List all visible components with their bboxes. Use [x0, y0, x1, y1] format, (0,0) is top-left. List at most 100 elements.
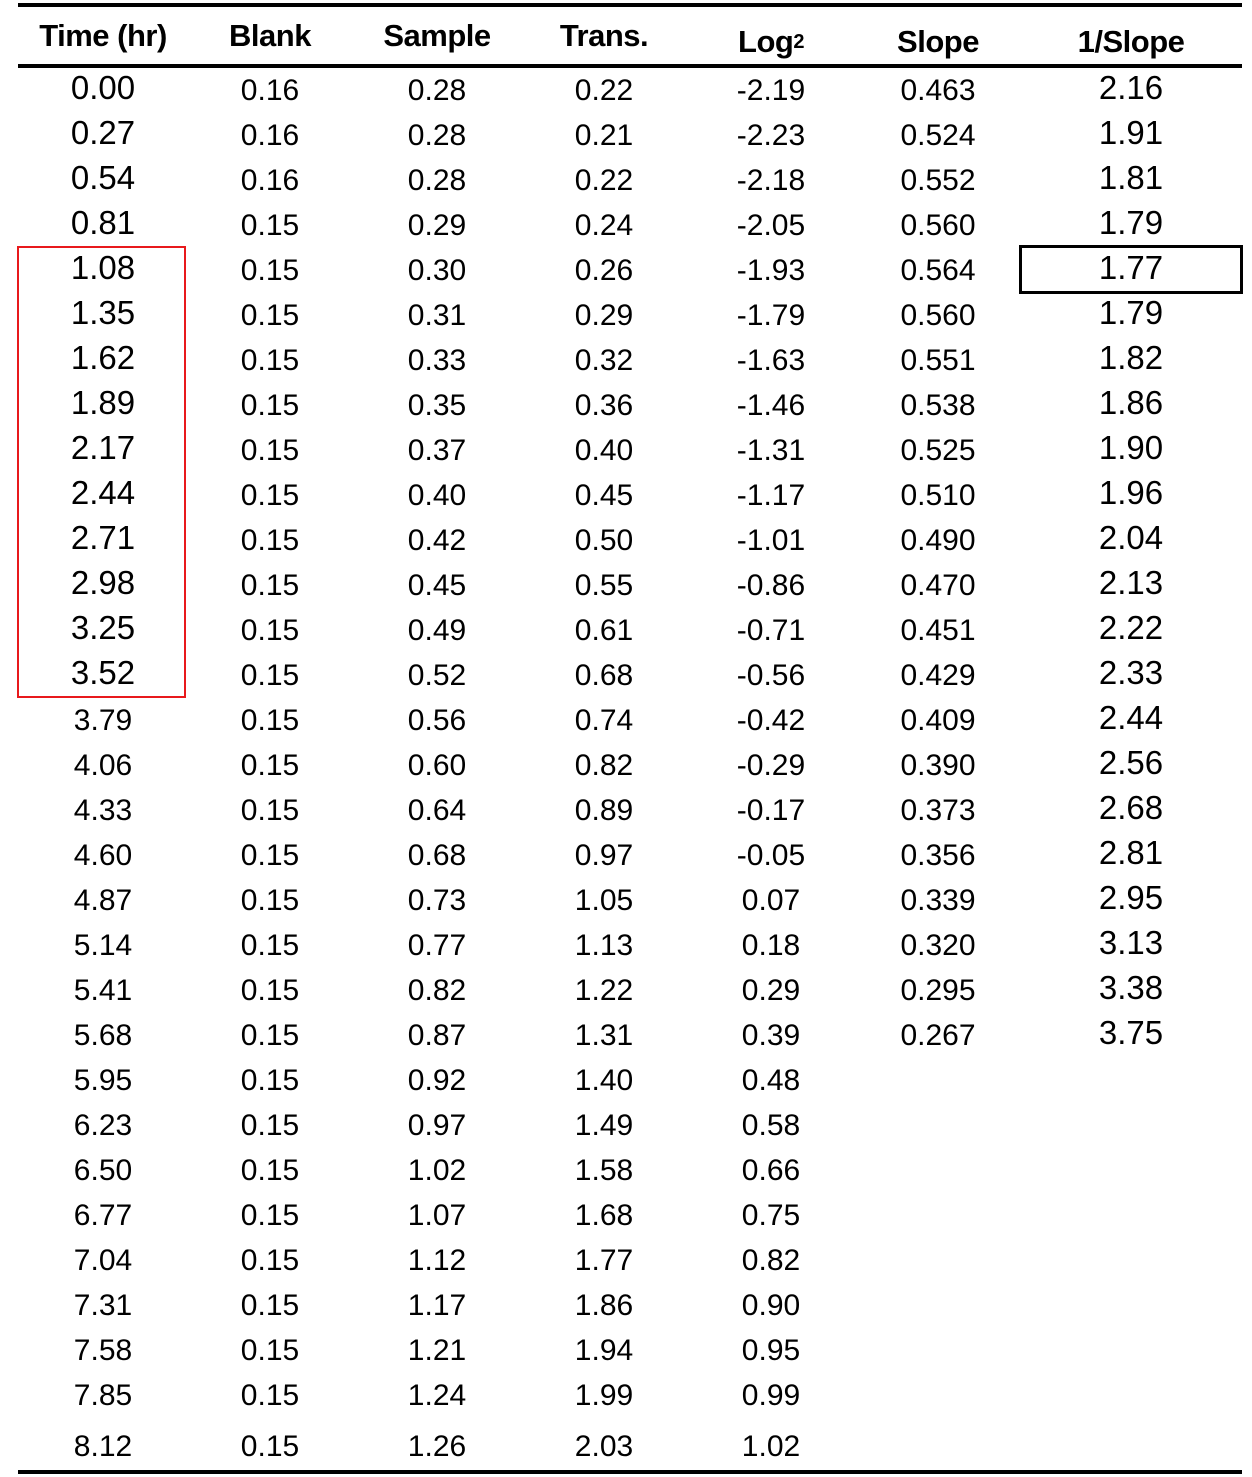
cell-slope — [863, 1148, 1013, 1193]
cell-log2: 0.07 — [741, 884, 801, 917]
cell-inverse-slope: 3.75 — [1098, 1014, 1164, 1051]
header-time: Time (hr) — [18, 10, 188, 62]
cell-inverse-slope: 1.90 — [1098, 429, 1164, 466]
cell-log2: -1.17 — [736, 479, 806, 512]
cell-blank: 0.15 — [240, 569, 300, 602]
cell-sample: 0.87 — [407, 1019, 467, 1052]
cell-log2: -1.31 — [736, 434, 806, 467]
cell-slope — [863, 1373, 1013, 1418]
cell-inverse-slope: 2.16 — [1098, 69, 1164, 106]
cell-slope — [863, 1328, 1013, 1373]
cell-time: 3.52 — [70, 654, 136, 691]
cell-blank: 0.15 — [240, 1154, 300, 1187]
cell-slope: 0.409 — [900, 704, 976, 737]
cell-blank: 0.15 — [240, 929, 300, 962]
header-log2: Log 2 — [696, 16, 846, 68]
cell-slope — [863, 1238, 1013, 1283]
cell-time: 1.35 — [70, 294, 136, 331]
cell-trans: 0.74 — [574, 704, 634, 737]
cell-blank: 0.15 — [240, 344, 300, 377]
cell-trans: 2.03 — [574, 1430, 634, 1463]
cell-inverse-slope — [1036, 1424, 1226, 1469]
cell-sample: 0.28 — [407, 164, 467, 197]
cell-time: 5.68 — [73, 1019, 133, 1052]
cell-trans: 0.61 — [574, 614, 634, 647]
cell-time: 6.23 — [73, 1109, 133, 1142]
cell-inverse-slope — [1036, 1058, 1226, 1103]
cell-time: 8.12 — [73, 1430, 133, 1463]
cell-inverse-slope: 2.44 — [1098, 699, 1164, 736]
header-rule — [18, 64, 1242, 68]
cell-sample: 0.92 — [407, 1064, 467, 1097]
cell-inverse-slope: 2.22 — [1098, 609, 1164, 646]
cell-slope: 0.390 — [900, 749, 976, 782]
cell-log2: -0.56 — [736, 659, 806, 692]
cell-slope: 0.320 — [900, 929, 976, 962]
cell-sample: 1.02 — [407, 1154, 467, 1187]
cell-blank: 0.15 — [240, 974, 300, 1007]
cell-sample: 0.97 — [407, 1109, 467, 1142]
cell-blank: 0.15 — [240, 1379, 300, 1412]
cell-blank: 0.15 — [240, 389, 300, 422]
cell-log2: -0.71 — [736, 614, 806, 647]
cell-slope: 0.560 — [900, 209, 976, 242]
cell-time: 5.41 — [73, 974, 133, 1007]
header-sample: Sample — [362, 10, 512, 62]
cell-inverse-slope: 2.68 — [1098, 789, 1164, 826]
cell-inverse-slope — [1036, 1373, 1226, 1418]
cell-inverse-slope: 1.79 — [1098, 294, 1164, 331]
cell-sample: 0.49 — [407, 614, 467, 647]
header-label: Slope — [897, 24, 979, 59]
cell-slope: 0.564 — [900, 254, 976, 287]
cell-time: 1.89 — [70, 384, 136, 421]
cell-blank: 0.15 — [240, 1109, 300, 1142]
cell-time: 2.98 — [70, 564, 136, 601]
cell-slope — [863, 1424, 1013, 1469]
cell-time: 5.14 — [73, 929, 133, 962]
cell-inverse-slope — [1036, 1148, 1226, 1193]
cell-log2: -2.18 — [736, 164, 806, 197]
header-trans: Trans. — [529, 10, 679, 62]
cell-sample: 1.21 — [407, 1334, 467, 1367]
cell-blank: 0.15 — [240, 479, 300, 512]
cell-slope: 0.560 — [900, 299, 976, 332]
cell-log2: 0.48 — [741, 1064, 801, 1097]
cell-sample: 0.28 — [407, 119, 467, 152]
cell-blank: 0.15 — [240, 1244, 300, 1277]
cell-time: 7.85 — [73, 1379, 133, 1412]
cell-slope: 0.552 — [900, 164, 976, 197]
cell-sample: 1.12 — [407, 1244, 467, 1277]
cell-log2: 0.58 — [741, 1109, 801, 1142]
cell-sample: 0.42 — [407, 524, 467, 557]
cell-trans: 0.21 — [574, 119, 634, 152]
cell-sample: 0.82 — [407, 974, 467, 1007]
cell-time: 3.79 — [73, 704, 133, 737]
cell-blank: 0.15 — [240, 839, 300, 872]
cell-time: 1.08 — [70, 249, 136, 286]
header-label: Blank — [229, 18, 311, 53]
cell-trans: 1.77 — [574, 1244, 634, 1277]
cell-trans: 0.89 — [574, 794, 634, 827]
cell-blank: 0.15 — [240, 299, 300, 332]
cell-slope: 0.451 — [900, 614, 976, 647]
cell-trans: 0.22 — [574, 164, 634, 197]
cell-inverse-slope: 3.13 — [1098, 924, 1164, 961]
cell-log2: 0.90 — [741, 1289, 801, 1322]
cell-blank: 0.16 — [240, 164, 300, 197]
cell-blank: 0.15 — [240, 794, 300, 827]
cell-slope: 0.463 — [900, 74, 976, 107]
cell-inverse-slope: 3.38 — [1098, 969, 1164, 1006]
cell-slope: 0.490 — [900, 524, 976, 557]
cell-sample: 1.26 — [407, 1430, 467, 1463]
cell-slope: 0.267 — [900, 1019, 976, 1052]
cell-sample: 1.17 — [407, 1289, 467, 1322]
cell-trans: 1.99 — [574, 1379, 634, 1412]
cell-slope — [863, 1283, 1013, 1328]
header-label: Log — [738, 24, 794, 59]
cell-blank: 0.15 — [240, 749, 300, 782]
cell-slope: 0.538 — [900, 389, 976, 422]
cell-log2: 0.95 — [741, 1334, 801, 1367]
header-label: 1/Slope — [1077, 24, 1185, 59]
cell-blank: 0.15 — [240, 434, 300, 467]
cell-log2: -1.01 — [736, 524, 806, 557]
